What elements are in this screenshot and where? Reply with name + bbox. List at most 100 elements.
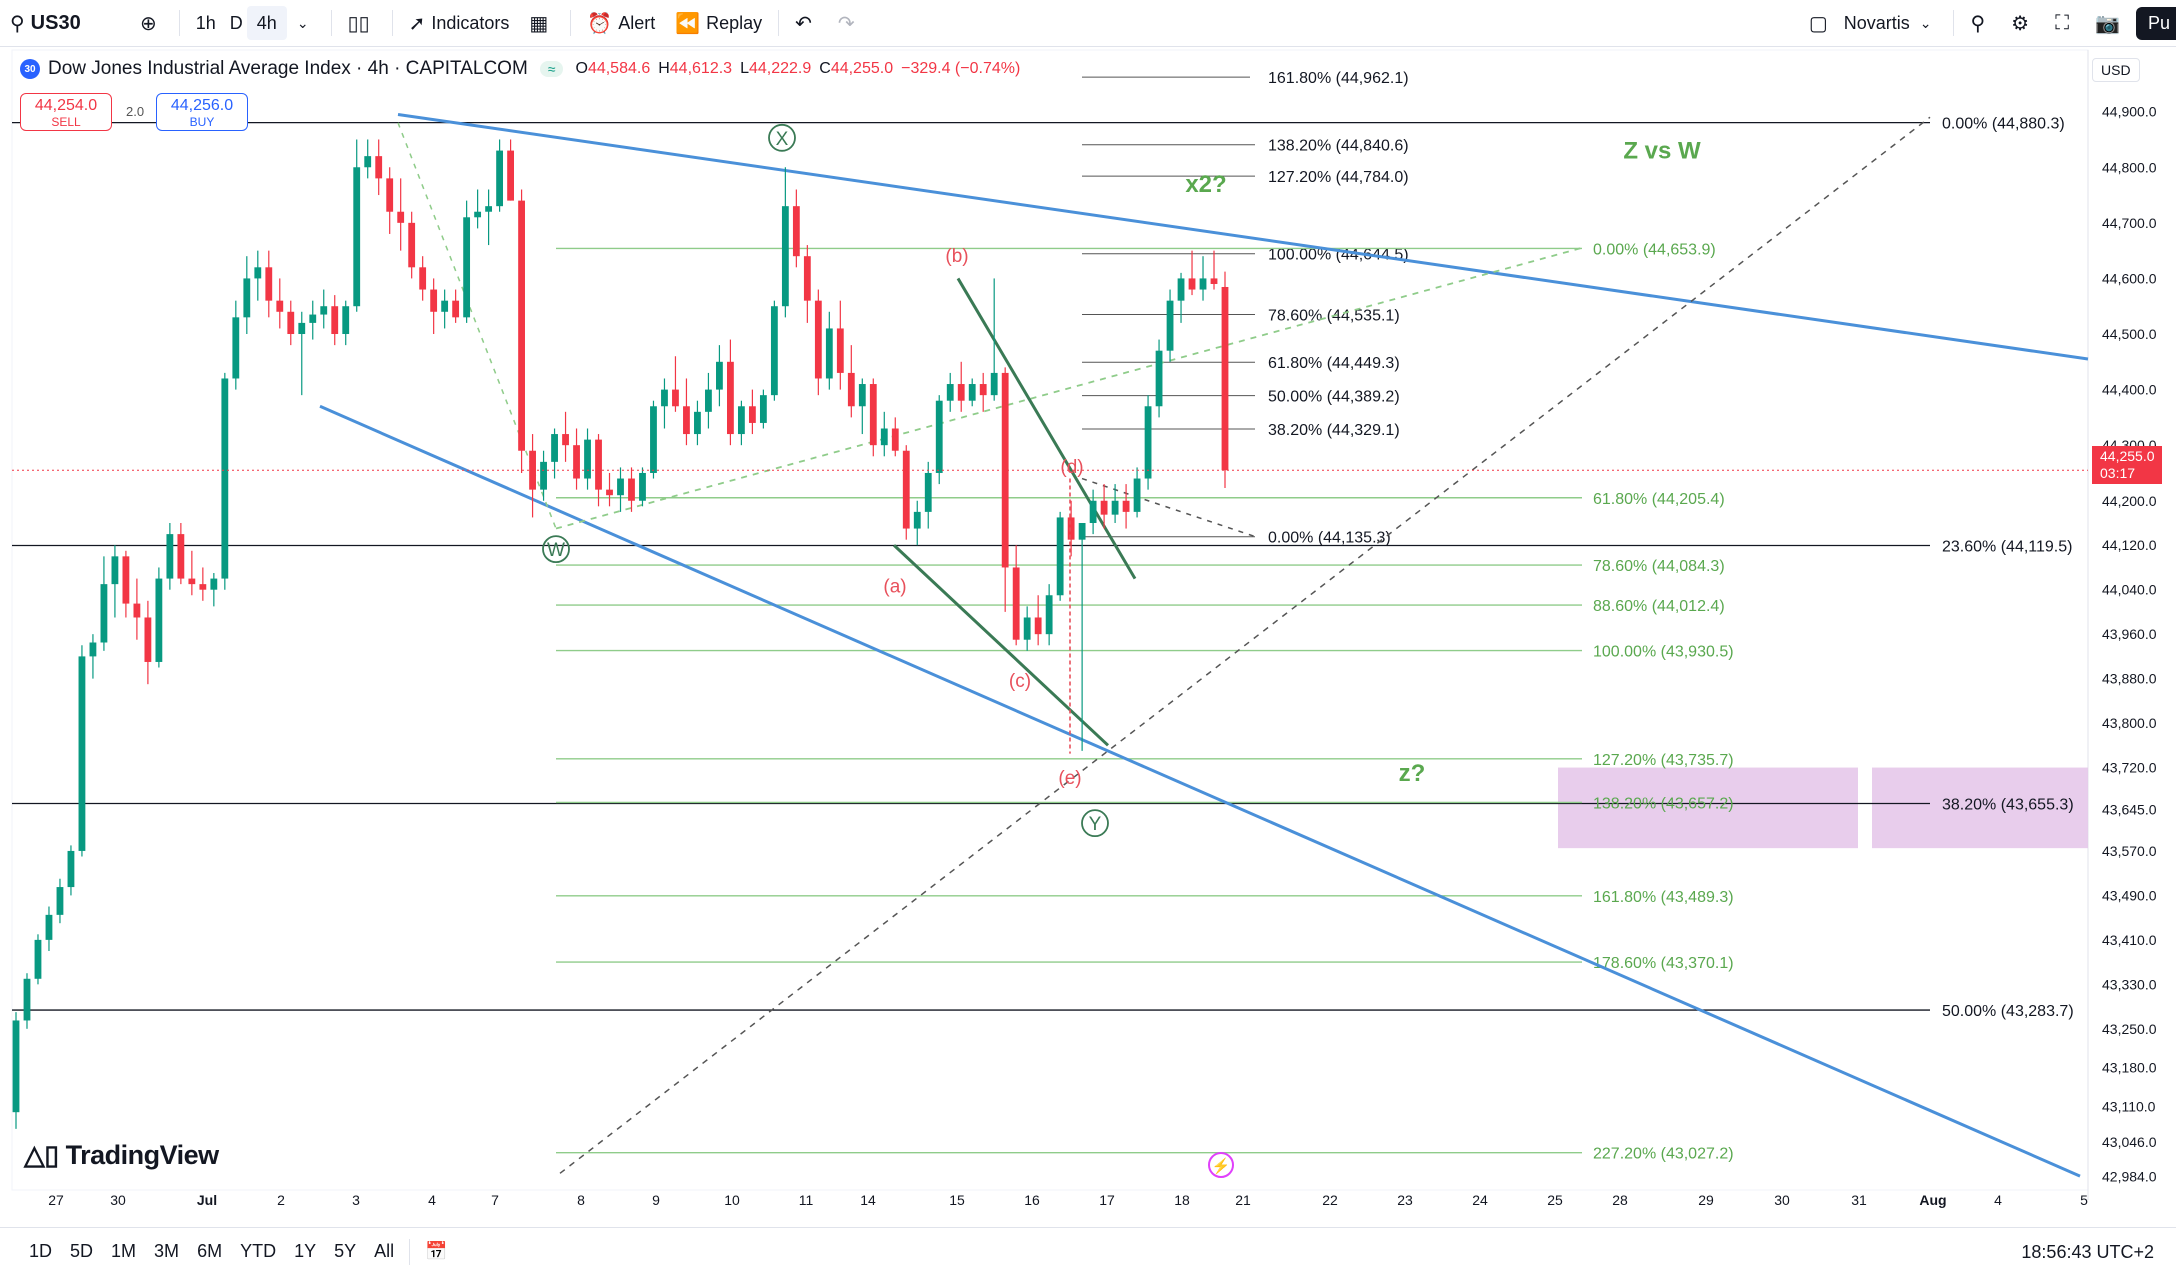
- candle-body: [1012, 567, 1020, 640]
- interval-4h[interactable]: 4h: [246, 6, 287, 40]
- ohlc-change: −329.4 (−0.74%): [901, 60, 1020, 78]
- price-tick-label: 44,900.0: [2102, 104, 2157, 120]
- candle-body: [221, 378, 229, 579]
- alert-label: Alert: [618, 12, 656, 33]
- compare-button[interactable]: ⊕: [130, 0, 173, 46]
- watchlist-selector[interactable]: ▢ Novartis ⌄: [1799, 0, 1948, 46]
- fullscreen-button[interactable]: ⛶: [2045, 0, 2085, 46]
- fib-label: 38.20% (43,655.3): [1942, 797, 2074, 814]
- chevron-down-icon: ⌄: [1919, 14, 1932, 31]
- grid-icon: ▦: [529, 12, 549, 35]
- quick-search-button[interactable]: ⚲: [1960, 0, 2001, 46]
- price-tick-label: 44,200.0: [2102, 493, 2157, 509]
- range-5y[interactable]: 5Y: [334, 1241, 357, 1261]
- time-tick-label: 27: [48, 1192, 64, 1208]
- time-tick-label: 24: [1472, 1192, 1488, 1208]
- candle-body: [1001, 372, 1009, 568]
- high-value: 44,612.3: [669, 60, 733, 77]
- alert-button[interactable]: ⏰ Alert: [577, 0, 665, 46]
- chart-area[interactable]: 0.00% (44,880.3) 23.60% (44,119.5) 38.20% …: [0, 47, 2176, 1227]
- candle-body: [1122, 500, 1130, 512]
- chart-type-button[interactable]: ▯▯: [338, 0, 386, 46]
- range-3m[interactable]: 3M: [154, 1241, 180, 1261]
- candle-body: [1199, 278, 1207, 290]
- range-1y[interactable]: 1Y: [294, 1241, 317, 1261]
- candle-body: [507, 150, 514, 201]
- goto-date-button[interactable]: 📅: [416, 1241, 456, 1262]
- currency-selector[interactable]: USD: [2092, 58, 2140, 82]
- wave-circle-marker: [542, 535, 570, 564]
- range-6m[interactable]: 6M: [197, 1241, 223, 1261]
- price-tick-label: 43,110.0: [2102, 1099, 2156, 1115]
- wave-circle-marker: [1081, 809, 1109, 838]
- wave-annotations: X W Y (a) (b) (c) (d) (e) x2? Z vs W z? ⚡: [542, 123, 1701, 1178]
- candle-body: [12, 1020, 20, 1113]
- candle-body: [935, 400, 943, 473]
- dashed-wave-guide: [1081, 477, 1257, 538]
- price-chart[interactable]: 0.00% (44,880.3) 23.60% (44,119.5) 38.20% …: [0, 47, 2176, 1227]
- range-1d[interactable]: 1D: [29, 1241, 53, 1261]
- candle-body: [617, 478, 624, 496]
- candle-body: [595, 439, 602, 490]
- range-all[interactable]: All: [374, 1241, 395, 1261]
- symbol-badge: 30: [20, 59, 40, 79]
- time-tick-label: 18: [1174, 1192, 1190, 1208]
- range-ytd[interactable]: YTD: [240, 1241, 277, 1261]
- magnifier-icon: ⚲: [1970, 12, 1986, 35]
- fib-label: 0.00% (44,653.9): [1593, 241, 1716, 258]
- candle-body: [408, 222, 416, 268]
- candle-body: [265, 267, 273, 301]
- candle-body: [1045, 595, 1053, 635]
- price-tick-label: 44,500.0: [2102, 326, 2157, 342]
- candle-body: [254, 267, 262, 279]
- fib-label: 61.80% (44,449.3): [1268, 355, 1400, 372]
- settings-button[interactable]: ⚙: [2001, 0, 2045, 46]
- candle-body: [792, 206, 800, 257]
- snapshot-button[interactable]: 📷: [2085, 0, 2136, 46]
- plus-circle-icon: ⊕: [140, 12, 157, 35]
- undo-button[interactable]: ↶: [785, 0, 828, 46]
- time-tick-label: 22: [1322, 1192, 1338, 1208]
- clock[interactable]: 18:56:43 UTC+2: [2021, 1242, 2154, 1262]
- redo-button[interactable]: ↷: [828, 0, 871, 46]
- range-1m[interactable]: 1M: [111, 1241, 137, 1261]
- price-tick-label: 43,570.0: [2102, 843, 2157, 859]
- indicators-button[interactable]: ➚ Indicators: [399, 0, 520, 46]
- market-status-badge[interactable]: ≈: [539, 61, 564, 77]
- chevron-down-icon: ⌄: [296, 14, 309, 31]
- fib-label: 0.00% (44,135.3): [1268, 530, 1391, 547]
- price-tick-label: 43,960.0: [2102, 626, 2157, 642]
- interval-1h[interactable]: 1h: [186, 0, 226, 46]
- range-5d[interactable]: 5D: [70, 1241, 94, 1261]
- sell-button[interactable]: 44,254.0 SELL: [20, 93, 112, 131]
- buy-button[interactable]: 44,256.0 BUY: [156, 93, 248, 131]
- publish-button[interactable]: Pu: [2135, 0, 2176, 46]
- tradingview-logo[interactable]: △▯ TradingView: [24, 1140, 219, 1170]
- symbol-legend: 30 Dow Jones Industrial Average Index · …: [20, 58, 1028, 80]
- candle-body: [672, 389, 679, 407]
- alarm-clock-icon: ⏰: [587, 12, 613, 35]
- candle-body: [781, 206, 789, 307]
- symbol-search[interactable]: ⚲ US30: [0, 0, 130, 46]
- candle-body: [990, 372, 998, 396]
- interval-dropdown[interactable]: ⌄: [287, 0, 325, 46]
- legend-title[interactable]: Dow Jones Industrial Average Index · 4h …: [48, 58, 528, 79]
- layouts-button[interactable]: ▦: [519, 0, 564, 46]
- open-value: 44,584.6: [587, 60, 651, 77]
- replay-button[interactable]: ⏪ Replay: [665, 0, 772, 46]
- candle-body: [188, 578, 196, 585]
- lower-channel-line: [319, 404, 2081, 1178]
- candle-body: [397, 211, 405, 223]
- candle-body: [485, 206, 493, 212]
- wave-circle-marker: [768, 123, 796, 152]
- candle-body: [386, 178, 394, 212]
- time-tick-label: 31: [1851, 1192, 1867, 1208]
- candle-body: [111, 556, 119, 585]
- interval-d[interactable]: D: [226, 0, 247, 46]
- interval-label: 1h: [195, 12, 216, 33]
- spread-value: 2.0: [126, 104, 145, 119]
- symbol-label: US30: [30, 11, 81, 34]
- candle-body: [452, 300, 460, 318]
- price-tick-label: 44,700.0: [2102, 215, 2157, 231]
- fib-label: 50.00% (44,389.2): [1268, 389, 1400, 406]
